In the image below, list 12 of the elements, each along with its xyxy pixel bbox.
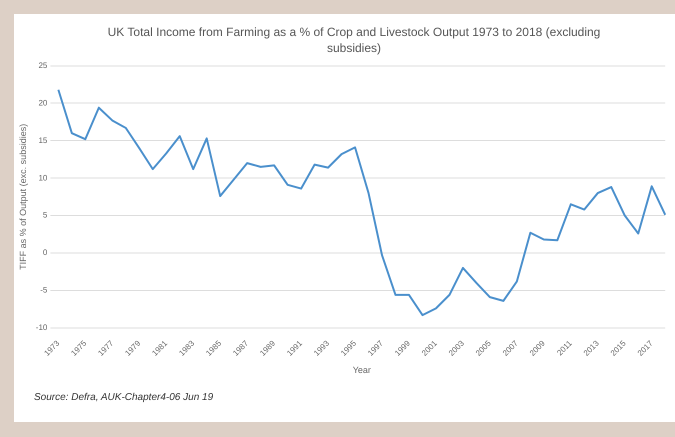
x-axis-title: Year [352,365,371,376]
y-axis-title: TIFF as % of Output (exc. subsidies) [18,124,28,270]
y-tick-label: 0 [42,248,48,258]
y-tick-label: 20 [38,98,48,108]
y-tick-label: 25 [38,61,48,70]
y-tick-label: 5 [42,210,48,220]
y-tick-label: 15 [38,136,48,145]
source-note: Source: Defra, AUK-Chapter4-06 Jun 19 [34,392,214,403]
chart-title: UK Total Income from Farming as a % of Crop and Livestock Output 1973 to 2018 (excluding subsidies) [106,24,602,56]
y-tick-label: 10 [38,173,48,182]
y-tick-label: -5 [40,286,48,295]
y-tick-label: -10 [36,323,48,332]
